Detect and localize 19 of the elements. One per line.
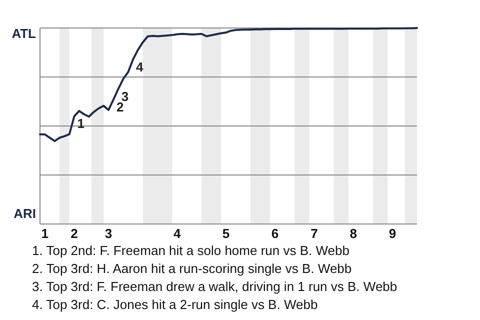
x-tick-label: 8 <box>350 226 357 241</box>
x-tick-label: 4 <box>173 226 182 241</box>
annotation: 3 <box>121 88 129 104</box>
text: 2. Top 3rd: H. Aaron hit a run-scoring single vs B. Webb <box>32 261 352 276</box>
x-tick-label: 1 <box>41 226 49 241</box>
x-tick-label: 2 <box>70 226 78 241</box>
x-tick-label: 7 <box>310 226 318 241</box>
x-tick-label: 5 <box>222 226 230 241</box>
text: 1. Top 2nd: F. Freeman hit a solo home run vs B. Webb <box>32 243 350 258</box>
text: 3. Top 3rd: F. Freeman drew a walk, driving in 1 run vs B. Webb <box>32 279 398 294</box>
x-tick-label: 6 <box>271 226 279 241</box>
annotation: 2 <box>116 100 124 115</box>
text: ARI <box>14 206 36 221</box>
annotation: 1 <box>77 116 85 132</box>
text: 4. Top 3rd: C. Jones hit a 2-run single vs B. Webb <box>32 297 318 312</box>
annotation: 4 <box>136 59 144 74</box>
x-tick-label: 9 <box>388 226 396 241</box>
text: ATL <box>12 26 36 41</box>
x-tick-label: 3 <box>104 226 112 241</box>
